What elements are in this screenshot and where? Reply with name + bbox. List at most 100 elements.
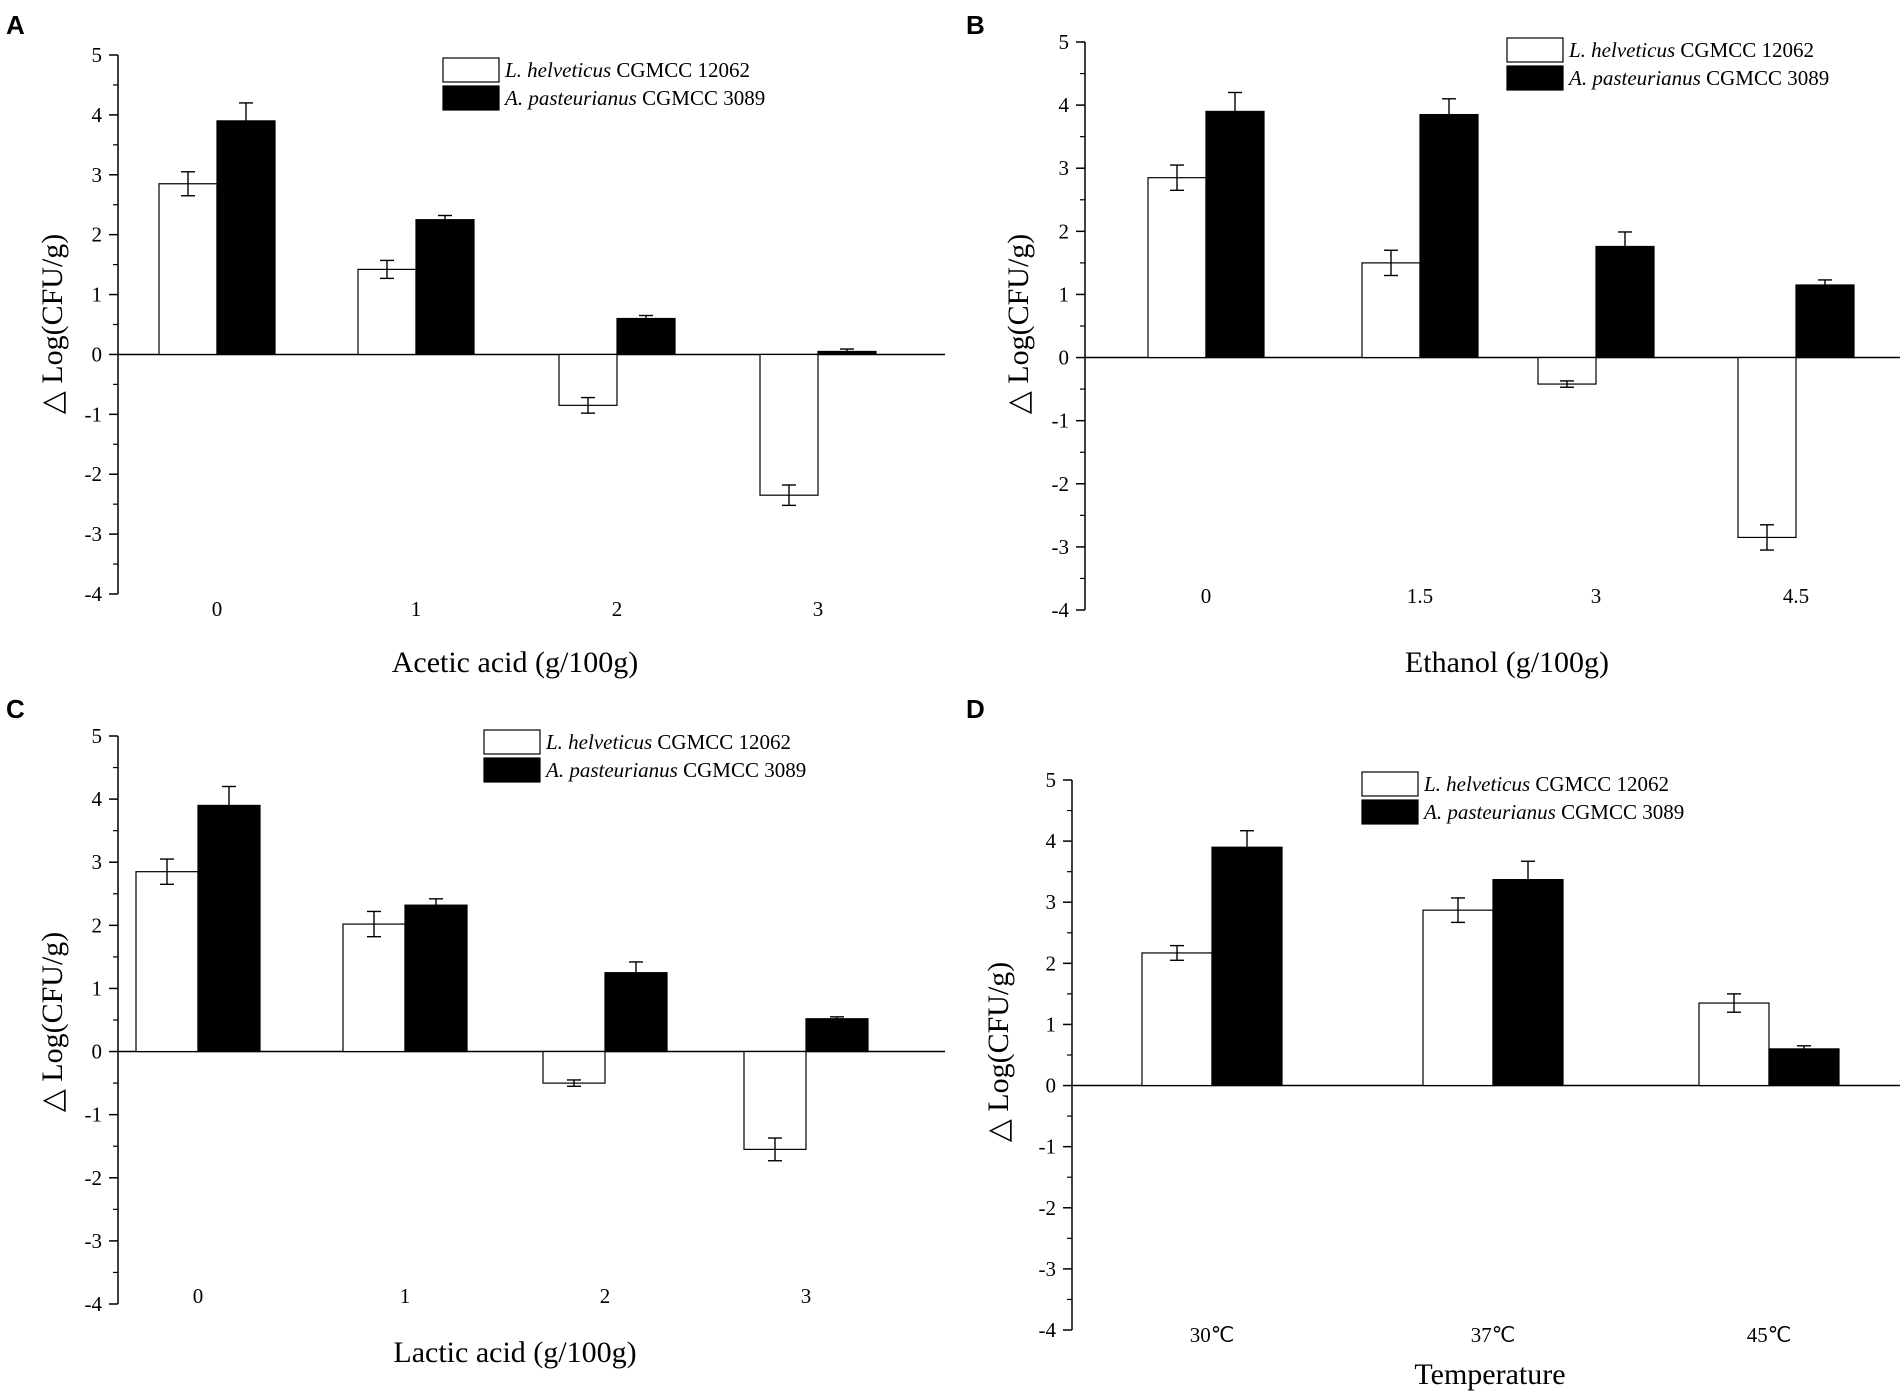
bar-l-helveticus-4.5: [1737, 356, 1797, 539]
y-tick-label: -2: [1039, 1196, 1057, 1220]
x-tick-label: 0: [193, 1284, 204, 1308]
x-tick-label: 0: [1201, 584, 1212, 608]
y-tick-label: -3: [1052, 535, 1070, 559]
y-tick-label: 4: [1046, 829, 1057, 853]
y-tick-label: 5: [1059, 30, 1070, 54]
y-tick-label: 5: [1046, 768, 1057, 792]
legend-species: A. pasteurianus: [503, 86, 637, 110]
x-tick-label: 0: [212, 597, 223, 621]
legend-entry: L. helveticus CGMCC 12062: [1568, 38, 1814, 62]
bar-a-pasteurianus-0: [216, 120, 276, 356]
bar-a-pasteurianus-0: [197, 804, 261, 1053]
x-axis-title: Temperature: [1414, 1358, 1565, 1391]
bar-l-helveticus-0: [158, 183, 218, 356]
x-tick-label: 2: [600, 1284, 611, 1308]
y-tick-label: 0: [1059, 346, 1070, 370]
y-tick-label: 4: [1059, 93, 1070, 117]
y-tick-label: 3: [92, 850, 103, 874]
legend-strain: CGMCC 12062: [1530, 772, 1669, 796]
bar-l-helveticus-2: [542, 1050, 606, 1084]
x-tick-label: 3: [813, 597, 824, 621]
legend-strain: CGMCC 12062: [1675, 38, 1814, 62]
panel-letter: B: [966, 10, 985, 40]
x-tick-label: 1.5: [1407, 584, 1433, 608]
y-tick-label: 0: [92, 342, 103, 366]
legend-species: L. helveticus: [504, 58, 611, 82]
legend-swatch: [1361, 771, 1419, 797]
y-tick-label: -3: [85, 522, 103, 546]
y-tick-label: -4: [1039, 1318, 1057, 1342]
legend-strain: CGMCC 12062: [652, 730, 791, 754]
bar-l-helveticus-0: [1147, 177, 1207, 359]
y-tick-label: -4: [1052, 598, 1070, 622]
panel-b: B 5 4 3 2 1 0 -1 -2 -3 -4 △ Log(CFU/g) 0 1.5 3 4.5 Ethan…: [966, 10, 1900, 679]
legend-species: L. helveticus: [545, 730, 652, 754]
bar-l-helveticus-0: [135, 871, 199, 1053]
legend-entry: A. pasteurianus CGMCC 3089: [503, 86, 765, 110]
bar-a-pasteurianus-2: [616, 317, 676, 356]
panel-letter: C: [6, 694, 25, 724]
bar-a-pasteurianus-45℃: [1768, 1048, 1840, 1087]
legend-swatch: [483, 757, 541, 783]
legend-swatch: [1506, 37, 1564, 63]
y-tick-label: -1: [1052, 409, 1070, 433]
panel-letter: D: [966, 694, 985, 724]
x-tick-label: 37℃: [1471, 1323, 1516, 1347]
y-tick-label: -2: [1052, 472, 1070, 496]
legend-entry: L. helveticus CGMCC 12062: [1423, 772, 1669, 796]
y-tick-label: 3: [1046, 890, 1057, 914]
panel-d: D 5 4 3 2 1 0 -1 -2 -3 -4 △ Log(CFU/g) 30℃ 37℃ 45℃ Temp…: [966, 694, 1900, 1391]
legend-entry: A. pasteurianus CGMCC 3089: [1567, 66, 1829, 90]
legend-swatch: [1361, 799, 1419, 825]
y-axis-label: △ Log(CFU/g): [982, 962, 1015, 1143]
bar-l-helveticus-45℃: [1698, 1002, 1770, 1087]
x-tick-label: 3: [1591, 584, 1602, 608]
y-tick-label: 4: [92, 787, 103, 811]
bar-l-helveticus-37℃: [1422, 909, 1494, 1087]
y-tick-label: 0: [1046, 1074, 1057, 1098]
bar-a-pasteurianus-1.5: [1419, 113, 1479, 359]
y-tick-label: 4: [92, 103, 103, 127]
legend-strain: CGMCC 3089: [1701, 66, 1829, 90]
x-tick-label: 1: [400, 1284, 411, 1308]
legend-entry: L. helveticus CGMCC 12062: [504, 58, 750, 82]
y-tick-label: -4: [85, 582, 103, 606]
y-tick-label: -3: [85, 1229, 103, 1253]
bar-l-helveticus-3: [1537, 356, 1597, 385]
x-tick-label: 45℃: [1747, 1323, 1792, 1347]
x-axis-title: Ethanol (g/100g): [1405, 646, 1609, 679]
legend-swatch: [1506, 65, 1564, 91]
x-tick-label: 30℃: [1190, 1323, 1235, 1347]
legend-swatch: [442, 85, 500, 111]
x-tick-label: 4.5: [1783, 584, 1809, 608]
y-tick-label: 1: [92, 976, 103, 1000]
y-tick-label: 0: [92, 1040, 103, 1064]
y-tick-label: -1: [85, 1103, 103, 1127]
y-tick-label: 3: [92, 163, 103, 187]
legend-species: L. helveticus: [1568, 38, 1675, 62]
legend-strain: CGMCC 12062: [611, 58, 750, 82]
y-tick-label: 1: [92, 283, 103, 307]
y-tick-label: 2: [92, 913, 103, 937]
legend-strain: CGMCC 3089: [678, 758, 806, 782]
x-tick-label: 1: [411, 597, 422, 621]
panel-a: A 5 4 3 2 1 0 -1 -2 -3 -4 △ Log(CFU/g) 0 1 2 3 Acetic ac…: [6, 10, 945, 679]
y-tick-label: -1: [85, 402, 103, 426]
bar-a-pasteurianus-3: [805, 1018, 869, 1053]
legend-entry: A. pasteurianus CGMCC 3089: [544, 758, 806, 782]
legend-species: L. helveticus: [1423, 772, 1530, 796]
y-axis-label: △ Log(CFU/g): [1002, 234, 1035, 415]
legend-swatch: [442, 57, 500, 83]
bar-a-pasteurianus-0: [1205, 110, 1265, 359]
y-tick-label: 5: [92, 43, 103, 67]
legend-swatch: [483, 729, 541, 755]
bar-l-helveticus-1.5: [1361, 262, 1421, 359]
x-tick-label: 2: [612, 597, 623, 621]
bar-l-helveticus-1: [342, 923, 406, 1053]
bar-l-helveticus-3: [759, 353, 819, 496]
bar-a-pasteurianus-37℃: [1492, 879, 1564, 1087]
bar-a-pasteurianus-2: [604, 972, 668, 1053]
y-tick-label: 5: [92, 724, 103, 748]
bar-l-helveticus-1: [357, 268, 417, 356]
